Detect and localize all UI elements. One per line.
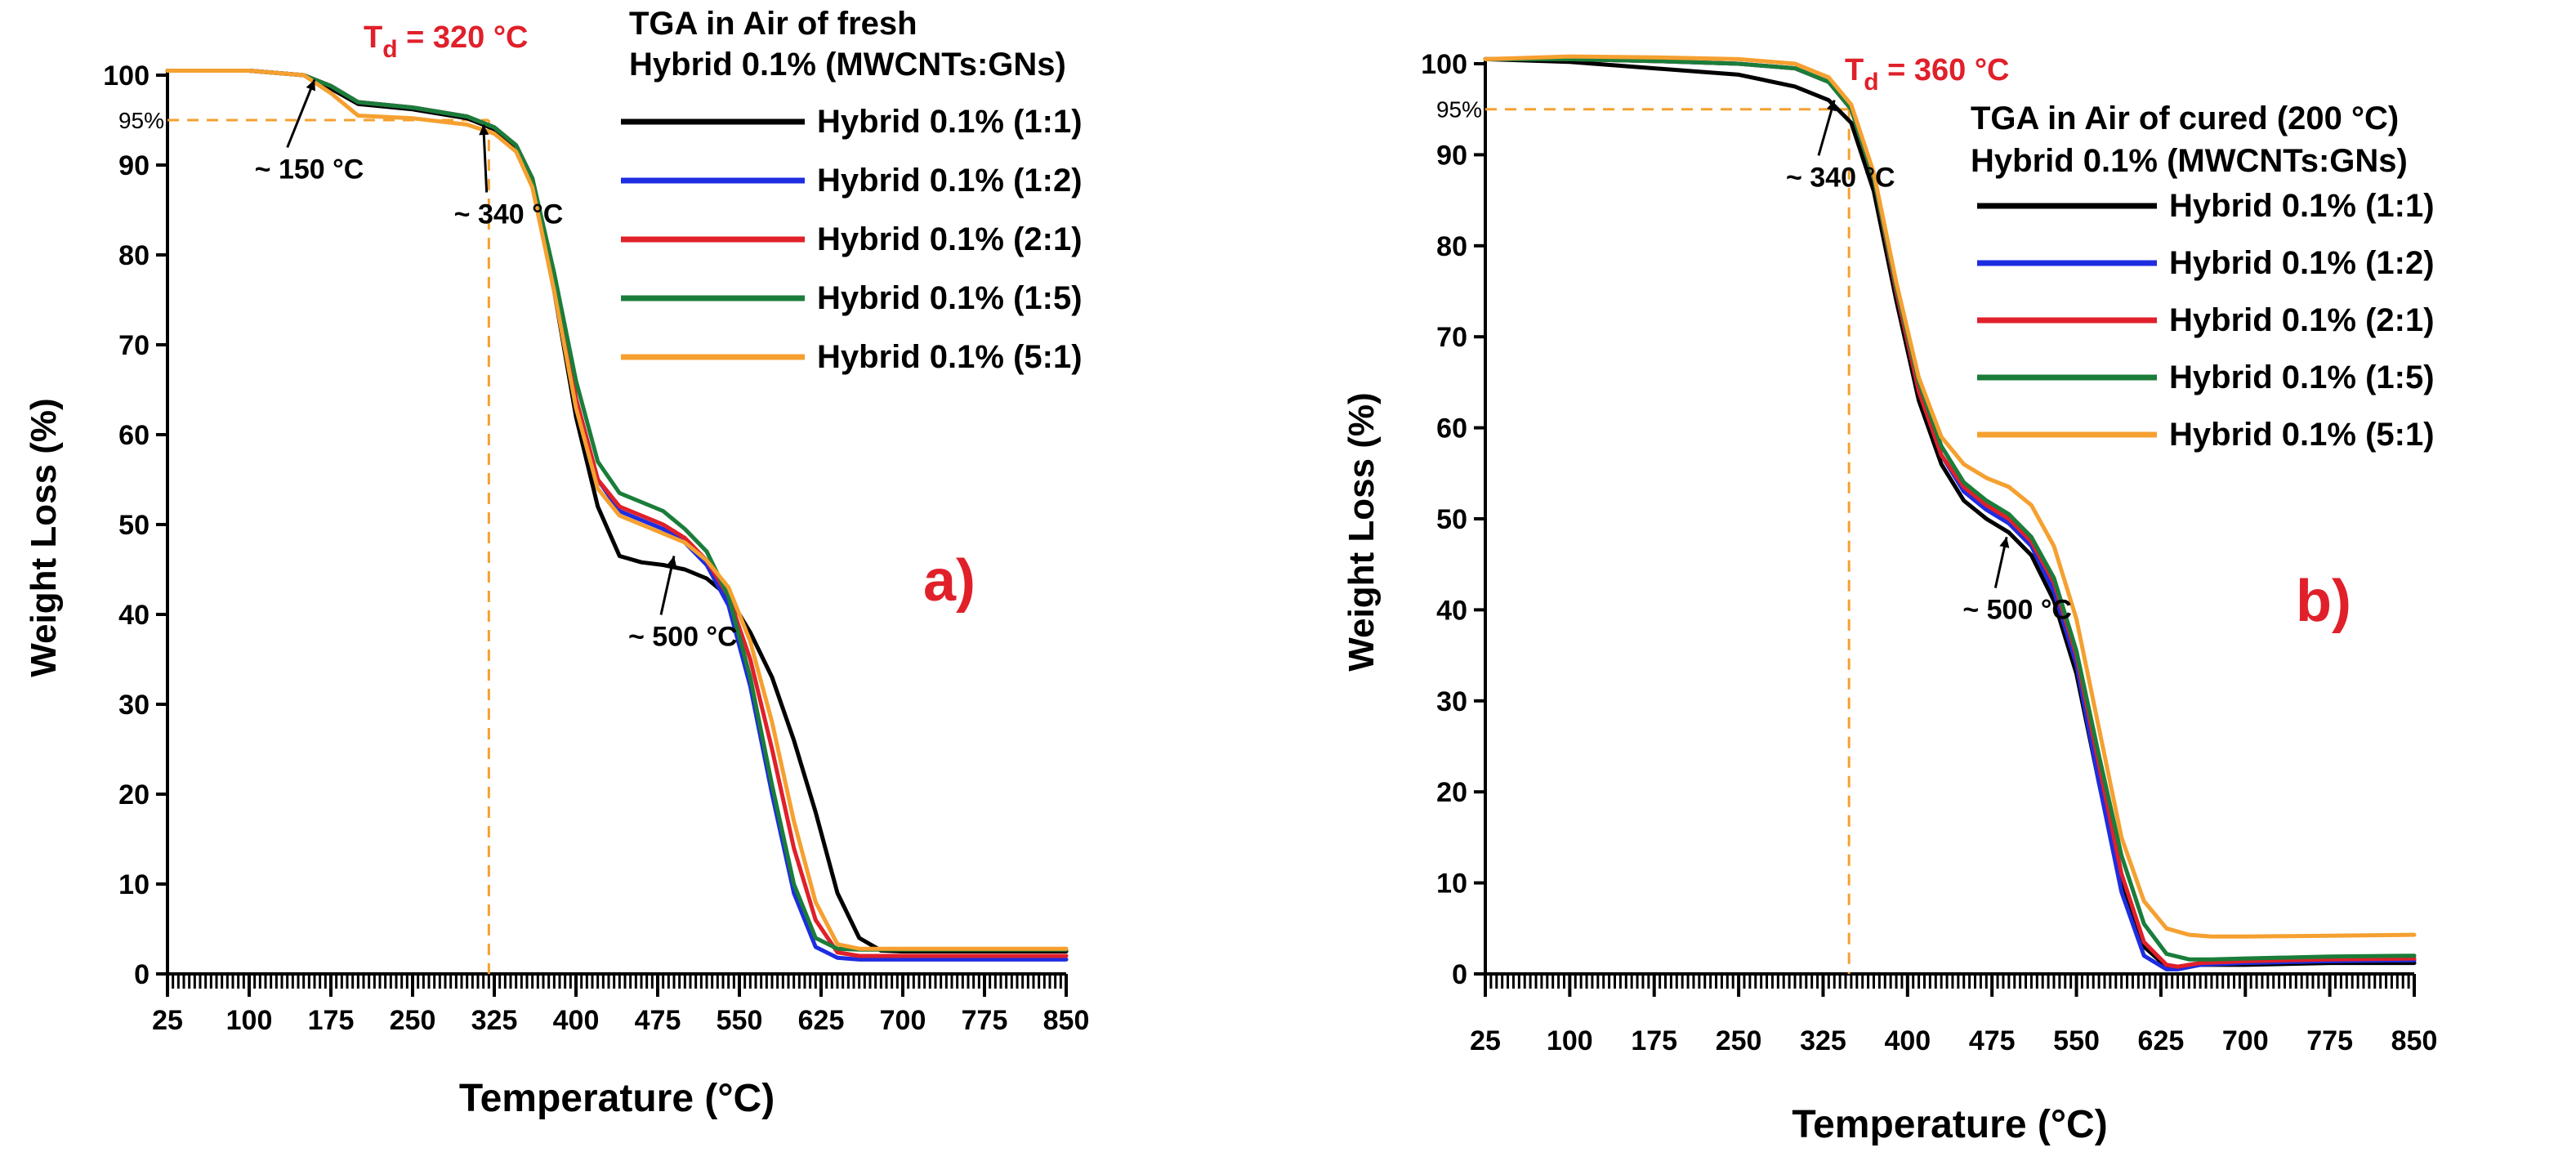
x-tick-label: 625: [2138, 1025, 2185, 1056]
annotation-arrowhead: [1826, 100, 1837, 112]
y-tick-label: 30: [118, 690, 150, 721]
x-tick-label: 400: [553, 1005, 600, 1036]
x-tick-label: 625: [798, 1005, 845, 1036]
y-tick-label: 70: [1436, 322, 1467, 353]
legend-entry: Hybrid 0.1% (1:5): [817, 280, 1083, 316]
x-tick-label: 775: [2306, 1025, 2353, 1056]
y-tick-label: 50: [1436, 504, 1467, 535]
x-tick-label: 100: [1547, 1025, 1593, 1056]
x-tick-label: 850: [1043, 1005, 1090, 1036]
y-tick-label: 100: [1421, 49, 1467, 80]
y-tick-label: 80: [1436, 231, 1467, 262]
annotation-arrow: [482, 124, 489, 193]
temperature-annotation: ~ 500 °C: [628, 622, 738, 653]
x-tick-label: 325: [1800, 1025, 1846, 1056]
temperature-annotation: ~ 150 °C: [255, 154, 364, 185]
x-axis-title: Temperature (°C): [459, 1077, 775, 1120]
x-tick-label: 250: [390, 1005, 436, 1036]
legend-entry: Hybrid 0.1% (1:2): [2169, 245, 2435, 281]
legend-entry: Hybrid 0.1% (1:1): [817, 104, 1083, 140]
x-tick-label: 775: [962, 1005, 1008, 1036]
legend-entry: Hybrid 0.1% (1:5): [2169, 359, 2435, 395]
threshold-label: 95%: [118, 108, 164, 133]
y-tick-label: 0: [1452, 959, 1467, 990]
chart-title-line: Hybrid 0.1% (MWCNTs:GNs): [1971, 143, 2408, 179]
legend-entry: Hybrid 0.1% (1:2): [817, 163, 1083, 199]
annotation-arrowhead: [1999, 537, 2010, 548]
y-axis-title: Weight Loss (%): [24, 398, 64, 677]
x-tick-label: 100: [226, 1005, 273, 1036]
legend-entry: Hybrid 0.1% (5:1): [2169, 417, 2435, 453]
threshold-label: 95%: [1436, 97, 1482, 123]
td-label-sub: d: [1864, 69, 1878, 96]
y-tick-label: 80: [118, 240, 150, 271]
series-line-hybrid-0-1-1-5-: [165, 69, 1069, 952]
x-tick-label: 250: [1716, 1025, 1762, 1056]
legend-entry: Hybrid 0.1% (5:1): [817, 339, 1083, 375]
x-tick-label: 175: [308, 1005, 355, 1036]
td-label-t: T: [364, 20, 382, 55]
x-tick-label: 475: [1969, 1025, 2016, 1056]
y-tick-label: 30: [1436, 686, 1467, 717]
annotation-arrowhead: [667, 556, 677, 568]
td-label-value: = 320 °C: [398, 20, 529, 55]
y-tick-label: 100: [103, 60, 150, 92]
x-tick-label: 550: [2053, 1025, 2100, 1056]
y-tick-label: 60: [1436, 413, 1467, 444]
x-tick-label: 700: [880, 1005, 926, 1036]
series-line-hybrid-0-1-1-5-: [1483, 56, 2417, 962]
y-tick-label: 60: [118, 420, 150, 451]
y-tick-label: 40: [1436, 595, 1467, 626]
temperature-annotation: ~ 340 °C: [1786, 162, 1895, 193]
panel-label: b): [2296, 569, 2351, 634]
panel-b: 0 10 20 30 40 50 60 70 80 90 100 25 100 175 250 325 400 4…: [1342, 49, 2437, 1146]
panel-a: 0 10 20 30 40 50 60 70 80 90 100 25 100 175 250 325 400 4…: [24, 6, 1089, 1120]
annotation-arrowhead: [479, 124, 489, 136]
chart-title-line: TGA in Air of fresh: [629, 6, 917, 42]
td-label: Td = 320 °C: [364, 20, 528, 63]
series-line-hybrid-0-1-5-1-: [1483, 54, 2417, 939]
y-tick-label: 40: [118, 600, 150, 631]
legend-entry: Hybrid 0.1% (2:1): [817, 221, 1083, 257]
y-tick-label: 20: [118, 779, 150, 811]
x-tick-label: 25: [152, 1005, 183, 1036]
legend-entry: Hybrid 0.1% (2:1): [2169, 302, 2435, 338]
x-tick-label: 850: [2391, 1025, 2438, 1056]
y-tick-label: 50: [118, 510, 150, 541]
panel-label: a): [923, 548, 975, 614]
td-label-t: T: [1845, 53, 1864, 87]
y-tick-label: 20: [1436, 777, 1467, 808]
x-tick-label: 25: [1470, 1025, 1501, 1056]
chart-title-line: TGA in Air of cured (200 °C): [1971, 100, 2399, 136]
y-tick-label: 0: [134, 959, 150, 990]
annotation-arrowhead: [306, 79, 315, 92]
y-tick-label: 90: [118, 150, 150, 181]
legend-entry: Hybrid 0.1% (1:1): [2169, 188, 2435, 224]
y-tick-label: 10: [118, 869, 150, 900]
y-axis-title: Weight Loss (%): [1342, 392, 1382, 671]
x-tick-label: 400: [1884, 1025, 1931, 1056]
annotation-arrow: [286, 78, 316, 149]
x-tick-label: 550: [717, 1005, 763, 1036]
td-label-value: = 360 °C: [1879, 53, 2010, 87]
x-tick-label: 700: [2222, 1025, 2269, 1056]
series-line-hybrid-0-1-5-1-: [165, 69, 1069, 951]
td-label-sub: d: [382, 36, 397, 63]
td-label: Td = 360 °C: [1845, 53, 2009, 96]
temperature-annotation: ~ 500 °C: [1962, 595, 2072, 626]
x-tick-label: 475: [635, 1005, 681, 1036]
x-axis-title: Temperature (°C): [1792, 1103, 2107, 1146]
temperature-annotation: ~ 340 °C: [454, 199, 564, 230]
chart-title-line: Hybrid 0.1% (MWCNTs:GNs): [629, 47, 1066, 83]
y-tick-label: 10: [1436, 869, 1467, 900]
x-tick-label: 175: [1631, 1025, 1677, 1056]
y-tick-label: 90: [1436, 140, 1467, 171]
y-tick-label: 70: [118, 330, 150, 361]
x-tick-label: 325: [471, 1005, 518, 1036]
